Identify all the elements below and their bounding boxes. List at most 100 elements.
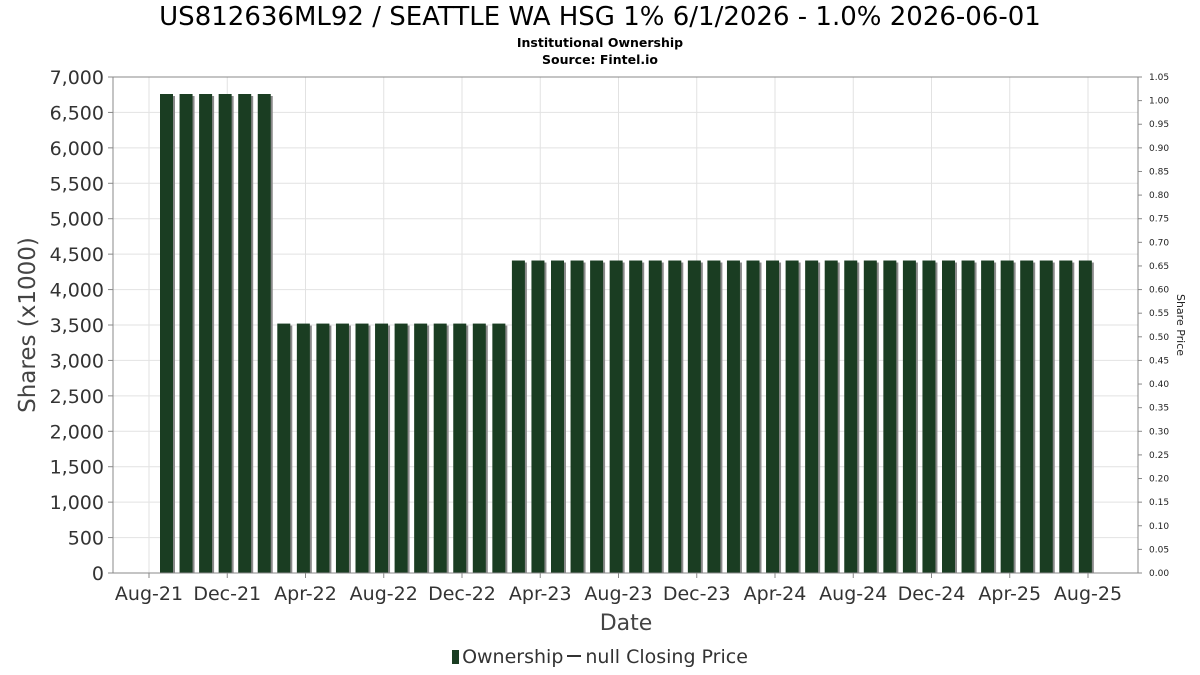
ownership-bar (179, 94, 193, 574)
y-tick-label: 6,500 (50, 102, 104, 124)
y2-tick-label: 0.45 (1149, 356, 1169, 366)
ownership-bar (590, 260, 604, 573)
ownership-bar (394, 323, 408, 573)
ownership-bar (707, 260, 721, 573)
ownership-bar (414, 323, 428, 573)
y2-tick-label: 0.10 (1149, 522, 1169, 532)
ownership-bar (922, 260, 936, 573)
y-tick-label: 1,500 (50, 457, 104, 479)
x-tick-label: Dec-24 (898, 583, 966, 605)
y2-tick-label: 0.85 (1149, 167, 1169, 177)
x-tick-label: Apr-25 (978, 583, 1041, 605)
ownership-bar (199, 94, 213, 574)
ownership-bar (1059, 260, 1073, 573)
y2-tick-label: 0.20 (1149, 475, 1169, 485)
y-tick-label: 0 (92, 563, 104, 585)
ownership-legend-label: Ownership (462, 646, 564, 668)
y2-tick-label: 0.30 (1149, 427, 1169, 437)
y2-tick-label: 0.95 (1149, 120, 1169, 130)
chart-subtitle: Institutional Ownership (516, 35, 684, 50)
ownership-bar (1020, 260, 1034, 573)
x-tick-label: Dec-23 (663, 583, 731, 605)
ownership-bar (218, 94, 232, 574)
ownership-bar (296, 323, 310, 573)
ownership-bar (511, 260, 525, 573)
x-tick-label: Aug-22 (350, 583, 418, 605)
ownership-bar (648, 260, 662, 573)
x-tick-label: Apr-23 (509, 583, 572, 605)
chart-source: Source: Fintel.io (542, 52, 658, 67)
ownership-bar (863, 260, 877, 573)
ownership-bar (746, 260, 760, 573)
y2-tick-label: 1.05 (1149, 73, 1169, 83)
y-tick-label: 4,000 (50, 280, 104, 302)
y2-axis-label: Share Price (1174, 294, 1187, 356)
y2-tick-label: 0.60 (1149, 286, 1169, 296)
y-tick-label: 500 (68, 528, 104, 550)
ownership-legend-swatch (452, 650, 460, 664)
ownership-bar (355, 323, 369, 573)
x-tick-label: Aug-23 (584, 583, 652, 605)
ownership-bar (726, 260, 740, 573)
y-tick-label: 5,500 (50, 173, 104, 195)
y2-tick-label: 0.70 (1149, 238, 1169, 248)
x-tick-label: Dec-22 (428, 583, 496, 605)
y2-tick-label: 0.05 (1149, 545, 1169, 555)
y2-tick-label: 0.75 (1149, 215, 1169, 225)
y-tick-label: 2,500 (50, 386, 104, 408)
ownership-bar (883, 260, 897, 573)
ownership-bar (570, 260, 584, 573)
ownership-bar (257, 94, 271, 574)
ownership-bar (785, 260, 799, 573)
ownership-bar (668, 260, 682, 573)
ownership-bar (433, 323, 447, 573)
y2-tick-label: 0.80 (1149, 191, 1169, 201)
y-tick-label: 3,500 (50, 315, 104, 337)
ownership-bar (160, 94, 173, 574)
ownership-bar (453, 323, 467, 573)
x-tick-label: Aug-25 (1054, 583, 1122, 605)
y2-tick-label: 0.00 (1149, 569, 1169, 579)
y2-tick-label: 1.00 (1149, 97, 1169, 107)
y2-tick-label: 0.40 (1149, 380, 1169, 390)
x-tick-label: Aug-21 (115, 583, 183, 605)
ownership-bar (277, 323, 291, 573)
y2-tick-label: 0.50 (1149, 333, 1169, 343)
ownership-bar (844, 260, 858, 573)
y2-tick-label: 0.25 (1149, 451, 1169, 461)
ownership-bar (1039, 260, 1053, 573)
y2-tick-label: 0.65 (1149, 262, 1169, 272)
ownership-bar (981, 260, 995, 573)
y2-tick-label: 0.35 (1149, 404, 1169, 414)
y-tick-label: 2,000 (50, 421, 104, 443)
y-tick-label: 3,000 (50, 350, 104, 372)
y-tick-label: 5,000 (50, 209, 104, 231)
ownership-bar (961, 260, 975, 573)
ownership-bar (551, 260, 564, 573)
x-axis-label: Date (600, 611, 653, 636)
x-tick-label: Apr-22 (274, 583, 337, 605)
ownership-bar (531, 260, 545, 573)
chart-title: US812636ML92 / SEATTLE WA HSG 1% 6/1/202… (159, 2, 1041, 32)
y2-axis-ticks: 0.00 0.05 0.10 0.15 0.20 0.25 0.30 0.35 0.40 0.45… (1138, 73, 1169, 579)
price-legend-line (567, 655, 582, 657)
ownership-bar (824, 260, 838, 573)
ownership-bar (472, 323, 486, 573)
y-axis-label: Shares (x1000) (15, 237, 41, 413)
ownership-bar (629, 260, 643, 573)
ownership-bar (492, 323, 506, 573)
x-tick-label: Apr-24 (744, 583, 807, 605)
ownership-bar (335, 323, 349, 573)
y2-tick-label: 0.90 (1149, 144, 1169, 154)
ownership-bar (687, 260, 701, 573)
y-tick-label: 1,000 (50, 492, 104, 514)
price-legend-label: null Closing Price (585, 646, 748, 668)
ownership-bar (238, 94, 252, 574)
ownership-bar (766, 260, 780, 573)
y-axis-ticks: 0 500 1,000 1,500 2,000 2,500 3,000 3,500 4,000 4… (50, 67, 113, 585)
y-tick-label: 6,000 (50, 138, 104, 160)
ownership-bar (316, 323, 330, 573)
ownership-bar (805, 260, 819, 573)
ownership-bar (1078, 260, 1092, 573)
